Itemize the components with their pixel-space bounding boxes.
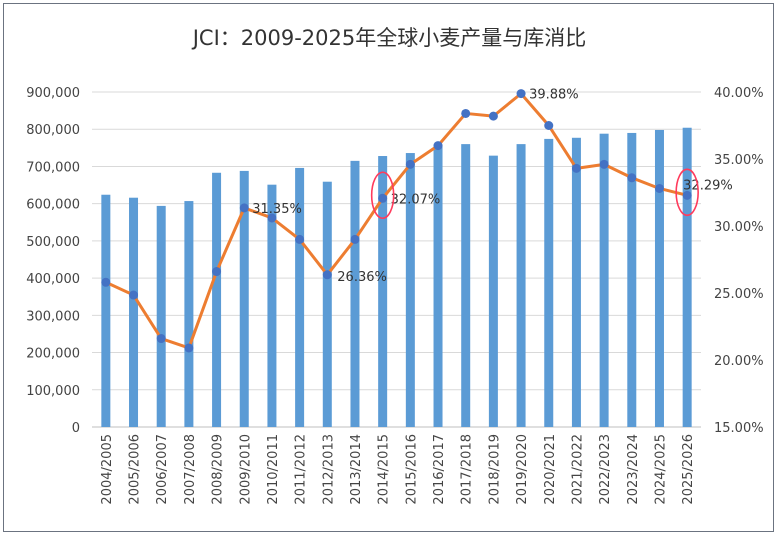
bar bbox=[599, 133, 609, 427]
bar bbox=[682, 127, 692, 427]
data-label: 32.07% bbox=[391, 192, 441, 207]
left-axis-tick-label: 200,000 bbox=[26, 347, 80, 362]
x-axis-tick-label: 2005/2006 bbox=[128, 434, 143, 505]
line-point bbox=[682, 190, 692, 200]
x-axis-tick-label: 2016/2017 bbox=[432, 434, 447, 505]
x-axis-tick-label: 2011/2012 bbox=[294, 434, 309, 505]
line-point bbox=[378, 193, 388, 203]
highlight-ellipse bbox=[370, 171, 395, 220]
right-axis-tick-label: 25.00% bbox=[714, 287, 764, 302]
left-axis-tick-label: 700,000 bbox=[26, 160, 80, 175]
line-point bbox=[654, 183, 664, 193]
left-axis-tick-label: 500,000 bbox=[26, 235, 80, 250]
line-point bbox=[599, 159, 609, 169]
x-axis-tick-label: 2010/2011 bbox=[266, 434, 281, 505]
bar bbox=[544, 138, 554, 427]
bar bbox=[129, 197, 139, 427]
line-point bbox=[156, 334, 166, 344]
line-point bbox=[461, 108, 471, 118]
bar bbox=[433, 144, 443, 427]
left-axis-tick-label: 800,000 bbox=[26, 123, 80, 138]
bar bbox=[212, 172, 222, 427]
x-axis-tick-label: 2009/2010 bbox=[238, 434, 253, 505]
bar bbox=[101, 194, 111, 427]
x-axis-tick-label: 2017/2018 bbox=[460, 434, 475, 505]
bar bbox=[488, 155, 498, 427]
x-axis-tick-label: 2023/2024 bbox=[626, 434, 641, 505]
bar bbox=[267, 184, 277, 427]
left-axis-tick-label: 900,000 bbox=[26, 86, 80, 101]
line-point bbox=[129, 290, 139, 300]
bar bbox=[322, 181, 332, 427]
bar bbox=[461, 144, 471, 427]
line-point bbox=[571, 163, 581, 173]
line-point bbox=[295, 234, 305, 244]
bar bbox=[627, 132, 637, 427]
right-axis-tick-label: 30.00% bbox=[714, 220, 764, 235]
x-axis-tick-label: 2014/2015 bbox=[377, 434, 392, 505]
line-point bbox=[350, 234, 360, 244]
x-axis-tick-label: 2018/2019 bbox=[487, 434, 502, 505]
line-point bbox=[184, 343, 194, 353]
data-label: 39.88% bbox=[529, 88, 579, 103]
bar bbox=[405, 153, 415, 428]
data-label: 31.35% bbox=[252, 202, 302, 217]
bar bbox=[350, 160, 360, 427]
ratio-line bbox=[105, 92, 688, 350]
bar bbox=[654, 129, 664, 427]
x-axis-tick-label: 2022/2023 bbox=[598, 434, 613, 505]
line-point bbox=[239, 203, 249, 213]
right-axis-tick-label: 15.00% bbox=[714, 421, 764, 436]
bar bbox=[156, 205, 166, 427]
x-axis-tick-label: 2019/2020 bbox=[515, 434, 530, 505]
line-point bbox=[101, 277, 111, 287]
bar bbox=[571, 137, 581, 428]
left-axis-tick-label: 300,000 bbox=[26, 309, 80, 324]
x-axis-tick-label: 2015/2016 bbox=[404, 434, 419, 505]
x-axis-tick-label: 2004/2005 bbox=[100, 434, 115, 505]
x-axis-tick-label: 2020/2021 bbox=[543, 434, 558, 505]
bar bbox=[295, 167, 305, 427]
left-axis-tick-label: 600,000 bbox=[26, 198, 80, 213]
x-axis-tick-label: 2013/2014 bbox=[349, 434, 364, 505]
line-point bbox=[433, 141, 443, 151]
left-axis-tick-label: 0 bbox=[72, 421, 80, 436]
x-axis-tick-label: 2025/2026 bbox=[681, 434, 696, 505]
chart-title: JCI：2009-2025年全球小麦产量与库消比 bbox=[192, 26, 587, 50]
x-axis-tick-label: 2008/2009 bbox=[211, 434, 226, 505]
data-label: 26.36% bbox=[337, 270, 387, 285]
bar bbox=[516, 144, 526, 427]
left-axis-tick-label: 400,000 bbox=[26, 272, 80, 287]
highlight-ellipse bbox=[675, 168, 699, 217]
x-axis-tick-label: 2006/2007 bbox=[155, 434, 170, 505]
line-point bbox=[322, 270, 332, 280]
x-axis-tick-label: 2012/2013 bbox=[321, 434, 336, 505]
line-point bbox=[267, 213, 277, 223]
x-axis-tick-label: 2007/2008 bbox=[183, 434, 198, 505]
left-axis-tick-label: 100,000 bbox=[26, 384, 80, 399]
x-axis-tick-label: 2021/2022 bbox=[570, 434, 585, 505]
line-point bbox=[405, 159, 415, 169]
data-label: 32.29% bbox=[683, 178, 733, 193]
right-axis-tick-label: 35.00% bbox=[714, 153, 764, 168]
x-axis-tick-label: 2024/2025 bbox=[653, 434, 668, 505]
bar bbox=[184, 201, 194, 427]
right-axis-tick-label: 20.00% bbox=[714, 354, 764, 369]
line-point bbox=[627, 173, 637, 183]
line-point bbox=[488, 111, 498, 121]
bar bbox=[239, 170, 249, 427]
bar bbox=[378, 156, 388, 427]
line-point bbox=[544, 121, 554, 130]
right-axis-tick-label: 40.00% bbox=[714, 86, 764, 101]
line-point bbox=[212, 267, 222, 277]
line-point bbox=[516, 89, 526, 99]
